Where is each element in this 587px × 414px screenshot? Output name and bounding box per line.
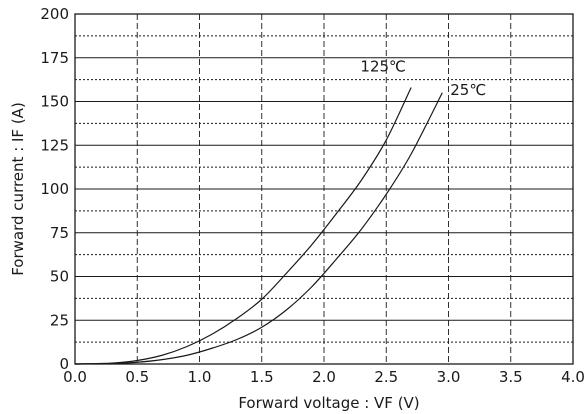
x-tick-label: 0.5 (125, 368, 149, 386)
y-tick-label: 200 (40, 5, 69, 23)
curve-labels: 125℃ 25℃ (360, 58, 486, 99)
x-tick-labels: 0.0 0.5 1.0 1.5 2.0 2.5 3.0 3.5 4.0 (63, 368, 585, 386)
plot-frame (74, 13, 574, 365)
x-tick-label: 1.5 (250, 368, 274, 386)
series-label: 125℃ (360, 58, 405, 76)
x-tick-label: 1.0 (188, 368, 212, 386)
y-tick-label: 25 (50, 311, 69, 329)
x-axis-label: Forward voltage : VF (V) (238, 394, 419, 412)
y-tick-label: 0 (59, 355, 69, 373)
y-tick-label: 175 (40, 49, 69, 67)
y-tick-label: 125 (40, 136, 69, 154)
x-tick-label: 4.0 (561, 368, 585, 386)
series-label: 25℃ (450, 81, 486, 99)
x-tick-label: 3.5 (499, 368, 523, 386)
series-line-1 (74, 92, 443, 365)
x-tick-label: 0.0 (63, 368, 87, 386)
curves (74, 87, 443, 365)
x-tick-label: 2.0 (312, 368, 336, 386)
series-line-0 (74, 87, 412, 365)
y-tick-label: 75 (50, 224, 69, 242)
y-tick-label: 50 (50, 268, 69, 286)
x-tick-label: 2.5 (374, 368, 398, 386)
y-tick-label: 150 (40, 93, 69, 111)
grid (75, 14, 573, 364)
y-tick-labels: 0 25 50 75 100 125 150 175 200 (40, 5, 69, 373)
x-tick-label: 3.0 (437, 368, 461, 386)
y-axis-label: Forward current : IF (A) (9, 102, 27, 276)
y-tick-label: 100 (40, 180, 69, 198)
